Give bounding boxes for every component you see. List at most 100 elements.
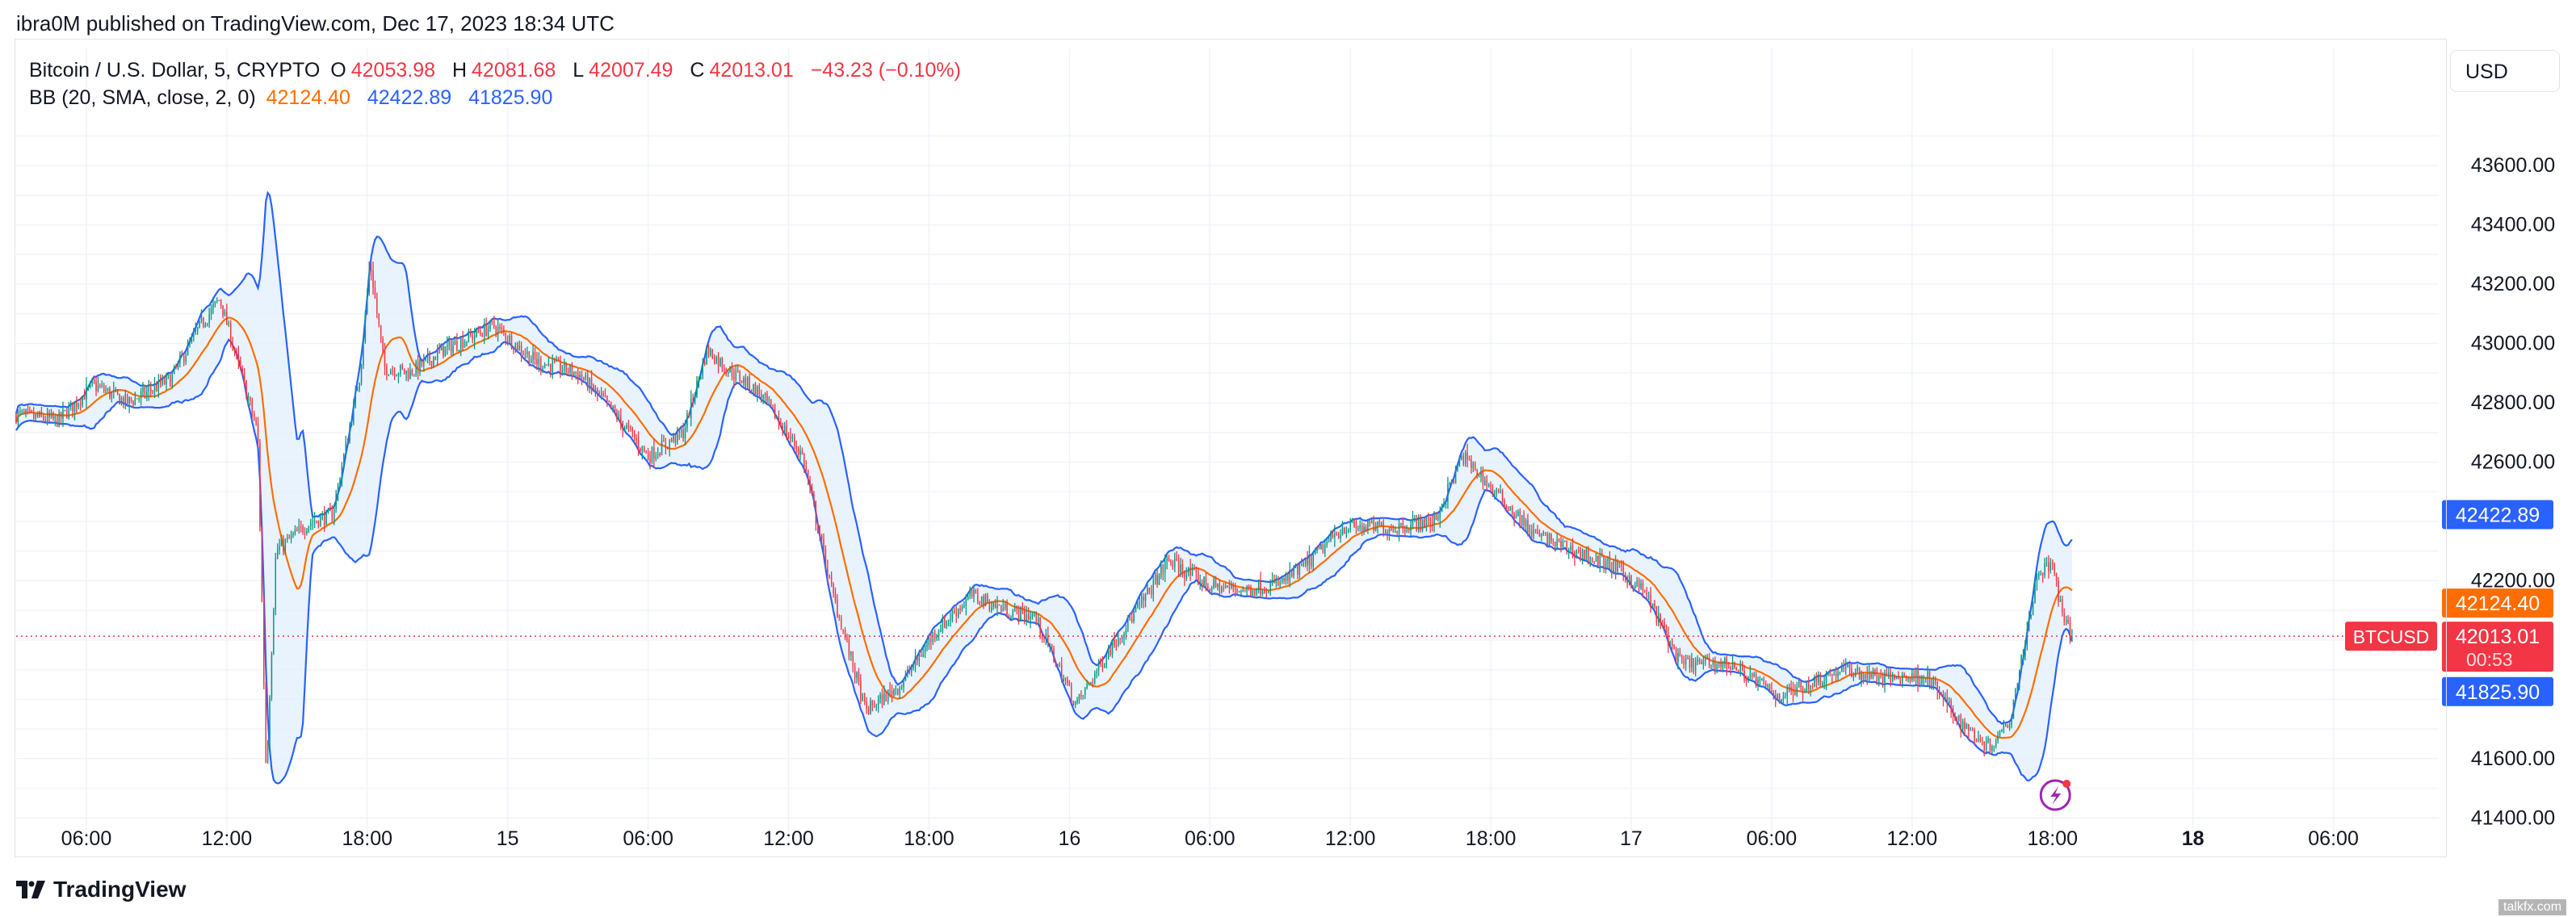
candle-body bbox=[778, 417, 780, 423]
candle-body bbox=[569, 365, 571, 373]
candle-body bbox=[501, 327, 503, 329]
candle-body bbox=[1905, 676, 1907, 679]
candle-body bbox=[1925, 677, 1927, 680]
candle-body bbox=[1301, 564, 1303, 566]
candle-body bbox=[233, 348, 236, 352]
candle-body bbox=[1720, 662, 1722, 667]
candle-body bbox=[210, 308, 212, 315]
candle-body bbox=[189, 341, 191, 344]
candle-body bbox=[302, 526, 304, 534]
candle-body bbox=[1324, 544, 1326, 554]
candle-body bbox=[1250, 588, 1252, 596]
candle-body bbox=[2015, 689, 2016, 700]
candle-body bbox=[1837, 672, 1839, 676]
candle-body bbox=[2007, 726, 2008, 727]
candle-body bbox=[823, 538, 824, 549]
candle-body bbox=[1248, 585, 1250, 588]
candle-body bbox=[1907, 676, 1909, 679]
candle-body bbox=[356, 390, 359, 392]
candle-body bbox=[1057, 664, 1059, 667]
candle-body bbox=[622, 421, 623, 429]
candle-body bbox=[208, 314, 210, 324]
open-value: 42053.98 bbox=[350, 59, 436, 82]
candle-body bbox=[111, 392, 113, 398]
candle-body bbox=[1970, 729, 1972, 731]
candle-body bbox=[483, 324, 485, 337]
bollinger-band-fill bbox=[16, 193, 2072, 784]
candle-body bbox=[1621, 563, 1622, 567]
candle-body bbox=[462, 338, 464, 348]
candles[interactable] bbox=[15, 261, 2073, 764]
candle-body bbox=[661, 440, 663, 455]
candle-body bbox=[66, 409, 68, 419]
candle-body bbox=[947, 620, 950, 622]
bb-upper-tag-text: 42422.89 bbox=[2456, 505, 2540, 527]
candle-body bbox=[791, 436, 794, 438]
candle-body bbox=[1614, 560, 1617, 572]
candle-body bbox=[1870, 673, 1872, 678]
candle-body bbox=[1273, 580, 1275, 583]
candle-body bbox=[710, 349, 711, 355]
last-price-text: 42013.01 bbox=[2456, 626, 2540, 648]
candle-body bbox=[933, 632, 936, 639]
candle-body bbox=[1217, 583, 1219, 588]
candle-body bbox=[904, 674, 907, 681]
bb-upper-line bbox=[15, 191, 2073, 726]
candle-body bbox=[1694, 661, 1697, 672]
watermark: talkfx.com bbox=[2498, 899, 2567, 915]
candle-body bbox=[306, 531, 308, 534]
candle-body bbox=[33, 412, 35, 419]
candle-body bbox=[44, 420, 46, 421]
candle-body bbox=[903, 680, 904, 687]
candle-body bbox=[240, 360, 241, 370]
high-label: H bbox=[451, 59, 468, 82]
candle-body bbox=[758, 387, 761, 394]
candle-body bbox=[1567, 550, 1570, 553]
candle-body bbox=[579, 375, 581, 379]
candle-body bbox=[717, 356, 720, 366]
candle-body bbox=[1257, 581, 1260, 591]
bb-label[interactable]: BB (20, SMA, close, 2, 0) bbox=[29, 86, 256, 109]
candle-body bbox=[1139, 603, 1141, 605]
candle-body bbox=[464, 341, 466, 348]
candle-body bbox=[809, 480, 811, 488]
candle-body bbox=[323, 514, 325, 525]
candle-body bbox=[1191, 569, 1194, 576]
candle-body bbox=[1771, 690, 1773, 694]
tradingview-logo[interactable]: TradingView bbox=[16, 877, 186, 902]
symbol-title[interactable]: Bitcoin / U.S. Dollar, 5, CRYPTO bbox=[29, 59, 321, 82]
x-tick-label: 18:00 bbox=[342, 827, 393, 850]
candle-body bbox=[1768, 685, 1771, 691]
candle-body bbox=[1293, 567, 1294, 576]
candle-body bbox=[858, 672, 860, 681]
candle-body bbox=[1702, 660, 1705, 664]
candle-body bbox=[600, 393, 602, 395]
candle-body bbox=[1412, 521, 1414, 525]
candle-body bbox=[794, 436, 795, 446]
candle-body bbox=[984, 594, 987, 606]
candle-body bbox=[1852, 676, 1855, 678]
candle-body bbox=[1599, 555, 1601, 567]
candle-body bbox=[1498, 489, 1500, 492]
candle-body bbox=[1067, 680, 1068, 684]
candle-body bbox=[1024, 611, 1026, 620]
bb-basis-tag bbox=[2442, 588, 2553, 618]
candle-body bbox=[1410, 525, 1412, 531]
candle-body bbox=[1462, 455, 1464, 465]
candle-body bbox=[364, 312, 367, 341]
candle-body bbox=[1899, 678, 1902, 684]
candle-body bbox=[393, 371, 396, 377]
candle-body bbox=[706, 346, 707, 365]
candle-body bbox=[1841, 666, 1843, 672]
candle-body bbox=[1396, 531, 1398, 533]
candle-body bbox=[743, 377, 745, 383]
candle-body bbox=[2012, 699, 2015, 718]
candle-body bbox=[2024, 642, 2026, 655]
candle-body bbox=[951, 610, 954, 619]
candle-body bbox=[288, 537, 290, 539]
currency-button[interactable]: USD bbox=[2450, 50, 2560, 92]
candle-body bbox=[700, 375, 702, 379]
last-price-tag bbox=[2442, 622, 2553, 672]
candle-body bbox=[1848, 664, 1851, 669]
